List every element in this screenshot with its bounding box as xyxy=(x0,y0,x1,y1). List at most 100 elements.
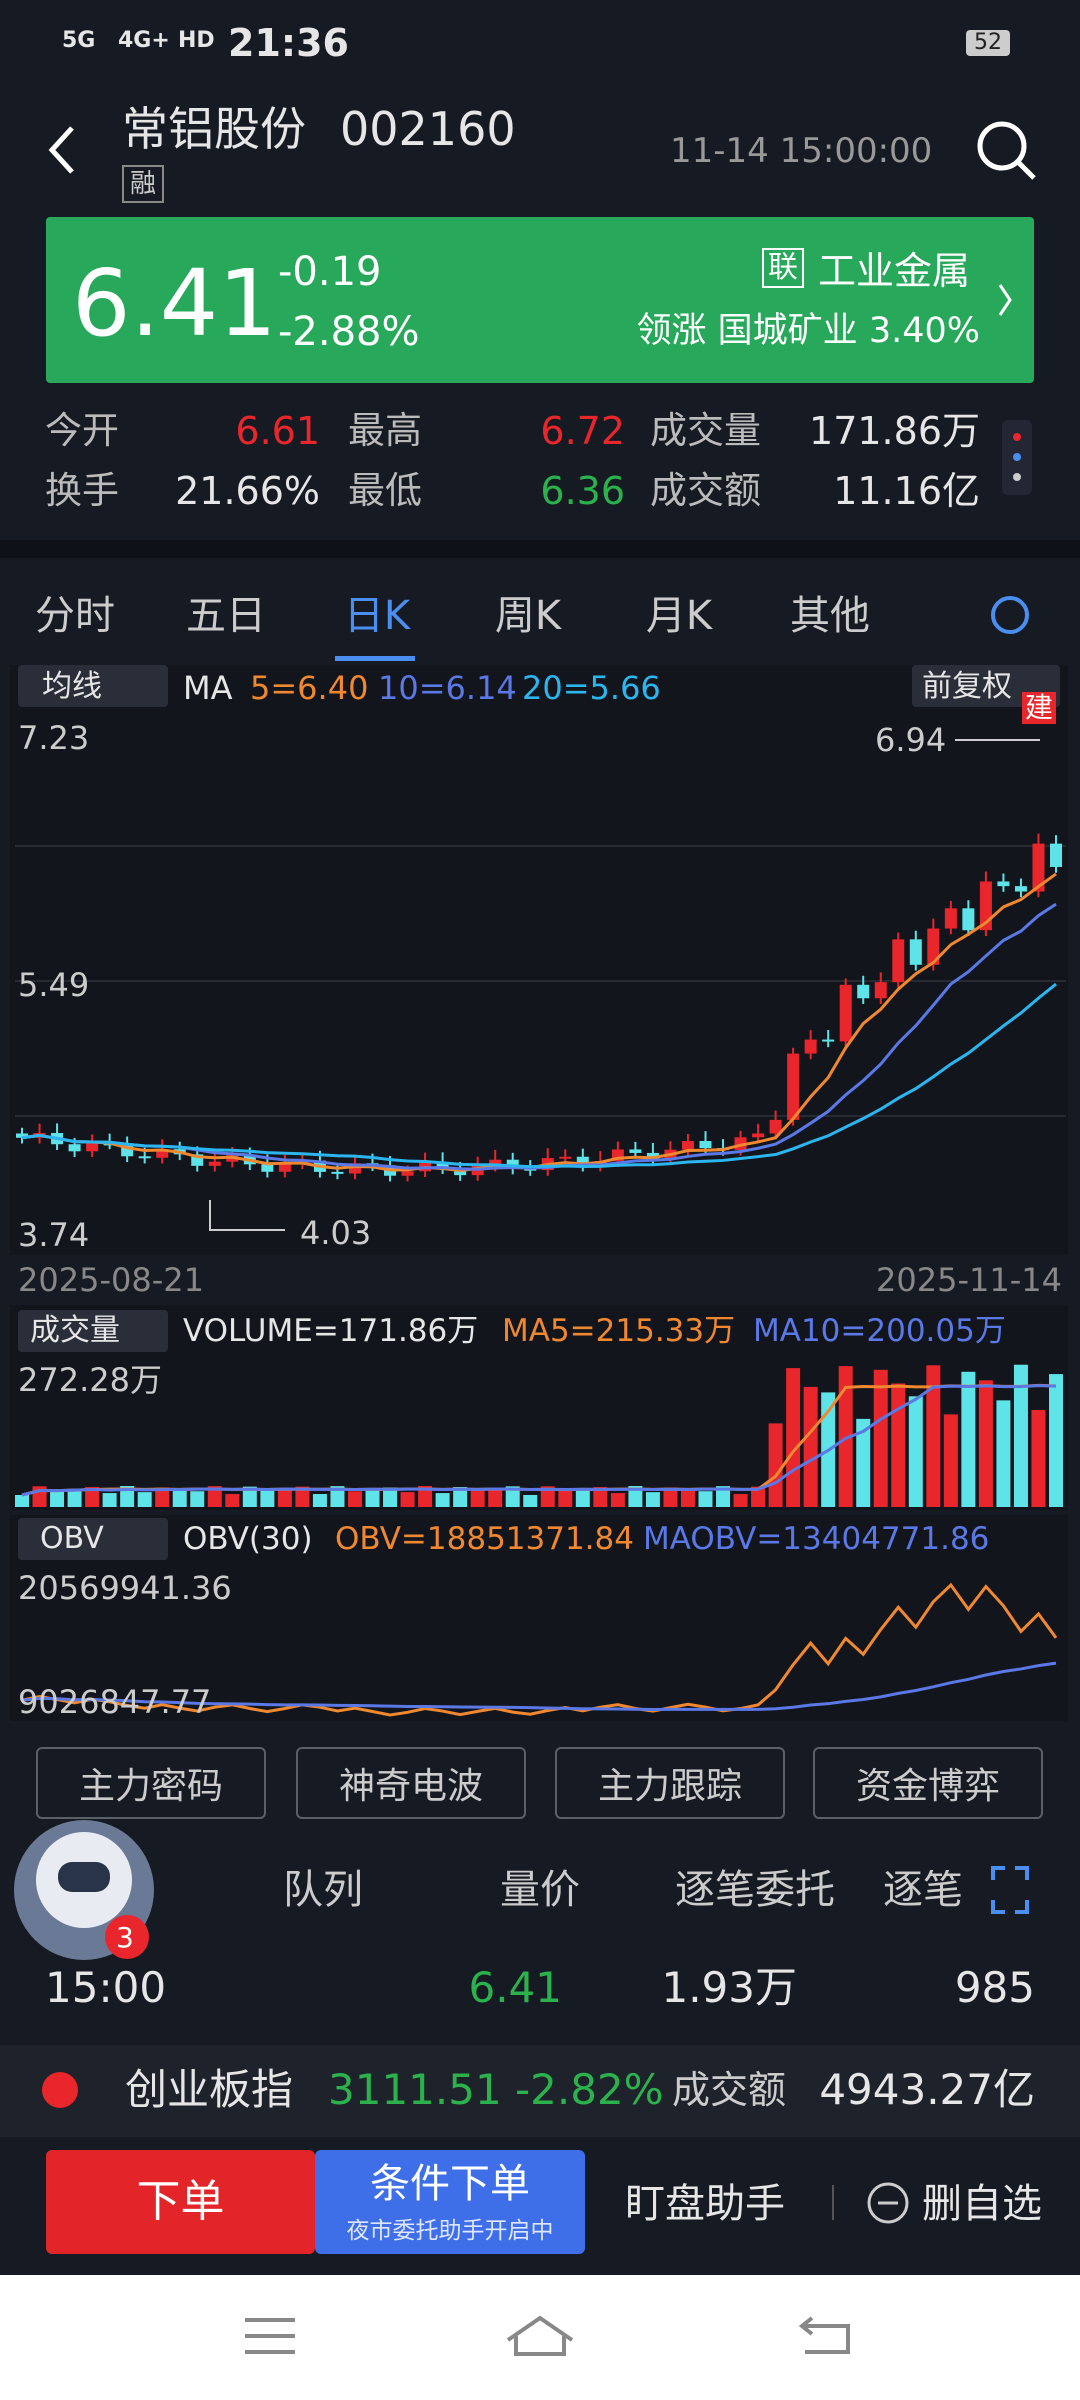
cond-text[interactable]: 条件下单 xyxy=(370,2161,530,2207)
volume-bar xyxy=(558,1490,573,1507)
order-text[interactable]: 下单 xyxy=(136,2176,225,2227)
candle xyxy=(559,1156,572,1159)
volume-bar xyxy=(242,1486,257,1507)
order-vol: 1.93万 xyxy=(661,1963,797,2012)
remove[interactable]: 删自选 xyxy=(922,2181,1042,2227)
obv-selector[interactable]: OBV xyxy=(40,1521,104,1556)
tab[interactable]: 周K xyxy=(494,593,562,639)
order-header: 逐笔 xyxy=(883,1870,963,1910)
badge-count: 3 xyxy=(116,1921,134,1954)
order-header: 逐笔委托 xyxy=(675,1867,835,1913)
helper[interactable]: 盯盘助手 xyxy=(625,2181,785,2227)
tool-button[interactable]: 主力密码 xyxy=(36,1747,266,1819)
volume-bar xyxy=(137,1492,152,1507)
obv-bottom: 9026847.77 xyxy=(18,1683,212,1721)
badge xyxy=(105,1915,149,1959)
net: 4G+ xyxy=(118,28,170,53)
tab[interactable]: 其他 xyxy=(790,593,870,639)
obv-line xyxy=(21,1582,1058,1717)
badge-build[interactable]: 建 xyxy=(1022,692,1057,724)
index-pct: -2.82% xyxy=(515,2065,664,2114)
ma20: 20=5.66 xyxy=(522,669,661,707)
candle xyxy=(86,1143,99,1152)
volume-bar xyxy=(803,1386,818,1507)
order-time: 15:00 xyxy=(45,1963,167,2012)
volume-bar xyxy=(15,1495,29,1507)
candle xyxy=(16,1133,28,1138)
index-name[interactable]: 创业板指 xyxy=(125,2065,294,2114)
tab[interactable]: 五日 xyxy=(186,593,266,639)
volume-bar xyxy=(190,1491,205,1507)
volume-bar xyxy=(926,1365,941,1507)
volume-bar xyxy=(102,1493,117,1507)
tool-button[interactable]: 资金博弈 xyxy=(813,1747,1043,1819)
candle xyxy=(909,939,922,965)
nav-icons[interactable] xyxy=(245,2315,850,2356)
order-btn[interactable] xyxy=(46,2150,315,2254)
ma10: 10=6.14 xyxy=(378,669,517,707)
volume-bar xyxy=(751,1486,766,1507)
obv-box[interactable] xyxy=(18,1518,168,1560)
candle xyxy=(1032,843,1045,892)
indicator[interactable]: 均线 xyxy=(42,669,102,704)
volume-bar xyxy=(172,1488,187,1507)
tab[interactable]: 日K xyxy=(343,593,411,639)
sector[interactable]: 工业金属 xyxy=(818,249,971,293)
obv-value: OBV=18851371.84 xyxy=(335,1521,634,1557)
net: 5G xyxy=(62,28,96,53)
back-icon[interactable] xyxy=(48,126,74,174)
tab[interactable]: 月K xyxy=(645,593,713,639)
remove-icon[interactable] xyxy=(867,2182,909,2224)
volume-bar xyxy=(347,1491,362,1507)
candle xyxy=(278,1163,291,1172)
volume-bar xyxy=(873,1369,888,1507)
volume-bar xyxy=(400,1492,415,1507)
maobv-line xyxy=(21,1661,1057,1711)
candle xyxy=(944,908,957,929)
candle xyxy=(874,982,887,999)
order-price: 6.41 xyxy=(468,1963,562,2012)
indicator-box[interactable] xyxy=(18,665,168,707)
vol-box[interactable] xyxy=(18,1310,168,1352)
volume-bar xyxy=(961,1371,976,1507)
volume-bar xyxy=(838,1366,853,1507)
chevron[interactable] xyxy=(998,284,1012,316)
search-icon[interactable] xyxy=(977,121,1027,171)
stat-label: 换手 xyxy=(45,469,119,512)
datetime: 11-14 15:00:00 xyxy=(670,131,933,171)
index-amount: 4943.27亿 xyxy=(819,2065,1035,2114)
cond-btn[interactable] xyxy=(315,2150,585,2254)
maobv-value: MAOBV=13404771.86 xyxy=(643,1521,990,1557)
adjust[interactable]: 前复权 xyxy=(922,669,1012,704)
volume-bar xyxy=(207,1486,222,1507)
stat-value: 6.61 xyxy=(235,409,320,453)
volume-bar xyxy=(698,1491,713,1507)
order-count: 985 xyxy=(954,1963,1035,2012)
volume-bar xyxy=(1049,1374,1063,1507)
tool-button[interactable]: 神奇电波 xyxy=(296,1747,526,1819)
tab[interactable]: 分时 xyxy=(35,593,115,639)
volume-bar xyxy=(996,1400,1011,1507)
candle xyxy=(156,1149,169,1158)
y-mid: 5.49 xyxy=(18,966,90,1004)
vol-selector[interactable]: 成交量 xyxy=(30,1313,120,1348)
stat-value: 21.66% xyxy=(175,469,320,513)
volume-bar xyxy=(435,1493,450,1507)
candle xyxy=(822,1039,835,1042)
cond-sub: 夜市委托助手开启中 xyxy=(346,2218,554,2244)
expand-icon[interactable] xyxy=(991,1866,1029,1914)
volume-bar xyxy=(733,1494,748,1507)
candle xyxy=(1014,886,1027,892)
tool-button[interactable]: 主力跟踪 xyxy=(555,1747,785,1819)
volume-bar xyxy=(645,1492,660,1507)
lead: 领涨 国城矿业 3.40% xyxy=(637,314,981,349)
volume-bar xyxy=(365,1488,380,1507)
volume-bar xyxy=(943,1414,958,1507)
sector-tag[interactable]: 联 xyxy=(762,248,804,288)
volume-bar xyxy=(680,1488,695,1507)
index-value: 3111.51 xyxy=(328,2065,502,2114)
candle xyxy=(1050,843,1062,867)
volume-bar xyxy=(716,1486,731,1507)
settings-icon[interactable] xyxy=(991,596,1029,634)
volume-bar xyxy=(67,1488,82,1507)
